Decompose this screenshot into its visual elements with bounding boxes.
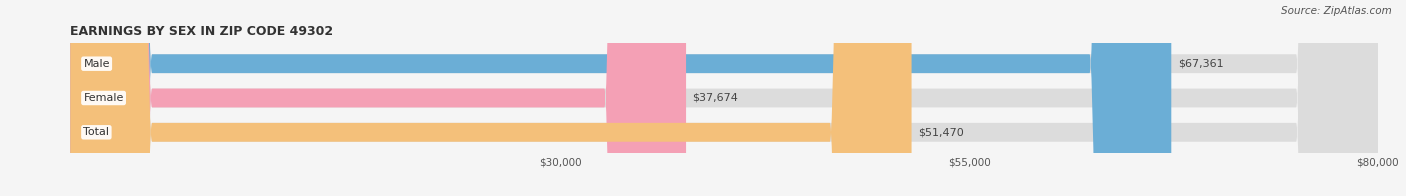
Text: $67,361: $67,361: [1178, 59, 1223, 69]
FancyBboxPatch shape: [70, 0, 1171, 196]
Text: Female: Female: [83, 93, 124, 103]
FancyBboxPatch shape: [70, 0, 1378, 196]
FancyBboxPatch shape: [70, 0, 686, 196]
Text: Male: Male: [83, 59, 110, 69]
FancyBboxPatch shape: [70, 0, 911, 196]
Text: $37,674: $37,674: [693, 93, 738, 103]
FancyBboxPatch shape: [70, 0, 1378, 196]
Text: EARNINGS BY SEX IN ZIP CODE 49302: EARNINGS BY SEX IN ZIP CODE 49302: [70, 25, 333, 38]
Text: Total: Total: [83, 127, 110, 137]
Text: Source: ZipAtlas.com: Source: ZipAtlas.com: [1281, 6, 1392, 16]
FancyBboxPatch shape: [70, 0, 1378, 196]
Text: $51,470: $51,470: [918, 127, 965, 137]
